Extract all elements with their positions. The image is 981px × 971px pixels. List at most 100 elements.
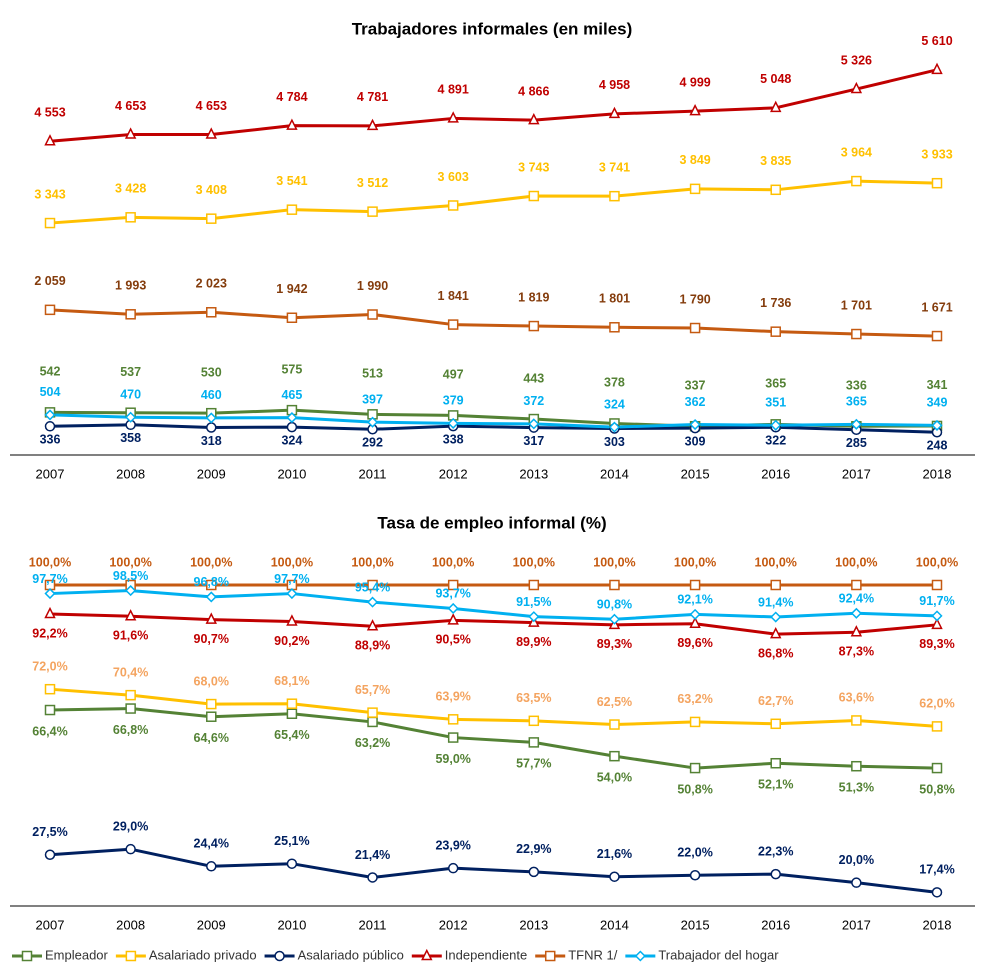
data-label: 443 (523, 371, 544, 385)
data-label: 100,0% (432, 555, 474, 569)
data-label: 324 (281, 433, 302, 447)
x-tick-label: 2018 (923, 466, 952, 481)
marker (608, 613, 621, 625)
marker (689, 716, 701, 728)
data-label: 100,0% (755, 555, 797, 569)
data-label: 87,3% (839, 645, 874, 659)
data-label: 52,1% (758, 778, 793, 792)
marker (770, 868, 781, 880)
data-label: 372 (523, 394, 544, 408)
data-label: 70,4% (113, 665, 148, 679)
data-label: 21,6% (597, 847, 632, 861)
marker (931, 62, 943, 75)
marker (274, 950, 285, 962)
data-label: 100,0% (109, 555, 151, 569)
data-label: 50,8% (919, 782, 954, 796)
x-tick-label: 2008 (116, 466, 145, 481)
data-label: 324 (604, 397, 625, 411)
marker (286, 614, 298, 626)
marker (206, 698, 217, 710)
marker (609, 322, 620, 333)
marker (689, 418, 701, 431)
data-label: 91,7% (919, 594, 954, 608)
data-label: 2 023 (196, 277, 227, 291)
marker (366, 118, 379, 131)
marker (125, 585, 137, 597)
data-label: 336 (40, 433, 61, 447)
data-label: 100,0% (916, 555, 958, 569)
x-tick-label: 2018 (923, 917, 952, 932)
marker (367, 579, 378, 591)
marker (544, 950, 556, 962)
marker (931, 330, 943, 342)
marker (689, 579, 701, 591)
data-label: 1 819 (518, 290, 549, 304)
data-label: 100,0% (29, 555, 71, 569)
data-label: 100,0% (271, 555, 313, 569)
marker (931, 721, 943, 732)
marker (689, 762, 701, 774)
marker (286, 698, 298, 709)
marker (931, 610, 943, 622)
marker (850, 625, 863, 637)
marker (286, 312, 298, 323)
marker (931, 579, 943, 591)
data-label: 92,2% (32, 626, 67, 640)
data-label: 1 671 (921, 300, 952, 314)
marker (286, 412, 298, 424)
data-label: 90,7% (194, 632, 229, 646)
data-label: 50,8% (677, 782, 712, 796)
marker (44, 849, 56, 861)
data-label: 66,4% (32, 724, 67, 738)
data-label: 95,4% (355, 580, 390, 594)
marker (770, 611, 782, 623)
data-label: 575 (281, 362, 302, 376)
marker (44, 683, 56, 695)
data-label: 20,0% (839, 853, 874, 867)
data-label: 17,4% (919, 863, 954, 877)
marker (205, 127, 217, 139)
data-label: 3 741 (599, 160, 630, 174)
data-label: 292 (362, 436, 383, 450)
data-label: 504 (40, 385, 61, 399)
series-line (49, 308, 938, 338)
data-label: 97,7% (32, 572, 67, 586)
data-label: 64,6% (194, 731, 229, 745)
data-label: 358 (120, 431, 141, 445)
data-label: 4 784 (276, 90, 307, 104)
data-label: 66,8% (113, 723, 148, 737)
marker (124, 127, 137, 139)
marker (851, 328, 862, 340)
data-label: 379 (443, 394, 464, 408)
marker (206, 711, 217, 722)
marker (689, 616, 701, 628)
x-tick-label: 2010 (277, 466, 306, 481)
data-label: 1 841 (438, 289, 469, 303)
data-label: 1 736 (760, 296, 791, 310)
data-label: 4 653 (196, 99, 227, 113)
data-label: 21,4% (355, 848, 390, 862)
data-label: 1 790 (679, 292, 710, 306)
marker (286, 858, 298, 869)
marker (770, 626, 782, 639)
data-label: 63,2% (355, 736, 390, 750)
legend-label: Asalariado privado (149, 947, 257, 962)
data-label: 98,5% (113, 569, 148, 583)
data-label: 22,3% (758, 844, 793, 858)
data-label: 337 (685, 379, 706, 393)
marker (528, 866, 540, 878)
marker (205, 412, 217, 424)
marker (528, 737, 540, 748)
data-label: 351 (765, 396, 786, 410)
series-line (49, 687, 938, 728)
data-label: 59,0% (435, 752, 470, 766)
marker (206, 213, 217, 224)
legend-label: Independiente (445, 947, 527, 962)
marker (44, 606, 56, 619)
data-label: 92,1% (677, 593, 712, 607)
marker (528, 190, 540, 202)
marker (366, 619, 379, 631)
x-tick-label: 2016 (761, 917, 790, 932)
data-label: 100,0% (674, 555, 716, 569)
